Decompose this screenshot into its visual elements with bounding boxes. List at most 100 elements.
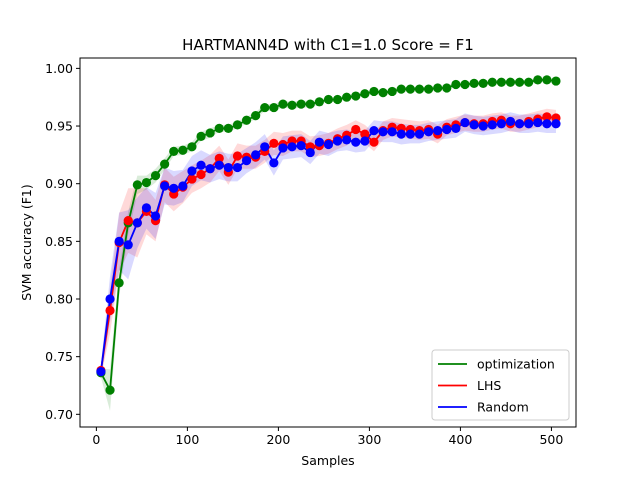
optimization-point [196,131,206,142]
lhs-point [187,174,197,184]
random-point [551,119,561,129]
random-point [332,136,343,146]
legend-box [431,349,570,421]
random-point [342,135,352,145]
random-point [269,158,279,168]
optimization-point [296,99,306,109]
optimization-point [305,99,315,109]
lhs-point [360,129,370,139]
random-point [105,294,115,304]
random-point [451,123,461,133]
optimization-point [141,177,152,188]
random-point [296,141,306,151]
chart-title: HARTMANN4D with C1=1.0 Score = F1 [182,36,474,54]
random-point [423,127,434,137]
optimization-point [323,94,334,105]
lhs-point [196,169,206,180]
optimization-point [451,79,461,90]
optimization-legend-label: optimization [477,357,555,372]
optimization-point [278,99,288,109]
optimization-point [132,180,142,190]
lhs-point [369,137,379,147]
random-point [314,137,324,147]
optimization-point [251,111,261,121]
lhs-band [100,108,556,378]
optimization-point [332,94,343,105]
random-point [96,367,106,377]
optimization-point [460,79,470,90]
lhs-legend-label: LHS [477,378,501,393]
lhs-point [269,138,279,148]
random-point [433,126,443,136]
x-tick-label: 500 [539,432,563,447]
random-point [524,119,534,129]
series-points [96,75,561,395]
optimization-point [260,102,270,113]
optimization-point [314,97,324,107]
optimization-point [487,77,497,87]
optimization-point [423,84,434,94]
optimization-point [387,86,397,97]
optimization-point [478,78,488,88]
lhs-point [214,153,224,163]
y-tick-label: 0.85 [45,234,73,249]
y-tick-label: 0.95 [45,119,73,134]
random-point [232,162,243,173]
random-point [378,127,388,137]
y-tick-label: 0.75 [45,349,73,364]
y-tick-label: 0.90 [45,176,73,191]
random-point [396,129,406,139]
random-point [169,183,179,193]
random-point [187,166,197,176]
random-point [160,181,170,191]
optimization-point [205,128,215,138]
lhs-point [105,305,115,316]
random-point [305,147,315,158]
optimization-point [232,120,243,130]
random-point [369,126,379,136]
optimization-point [369,86,379,97]
random-point [487,120,497,130]
optimization-point [342,92,352,102]
optimization-point [269,102,279,113]
x-axis-label: Samples [301,453,354,468]
random-point [150,211,161,221]
optimization-point [241,115,252,125]
random-point [514,119,525,129]
random-point [251,150,261,160]
random-point [205,164,215,174]
random-point [387,127,397,137]
random-point [360,136,370,146]
optimization-point [524,77,534,87]
optimization-point [214,123,224,133]
optimization-point [551,76,561,86]
optimization-point [160,159,170,169]
optimization-point [514,77,525,87]
random-point [278,143,288,153]
lhs-point [351,124,361,135]
optimization-point [433,83,443,93]
random-point [478,121,488,131]
y-tick-label: 1.00 [45,61,73,76]
optimization-point [469,78,479,88]
y-axis-ticks: 0.70 0.75 0.80 0.85 0.90 0.95 1.00 [45,61,80,422]
optimization-point [150,171,161,181]
random-point [542,119,552,129]
x-tick-label: 0 [92,432,100,447]
optimization-point [351,91,361,101]
random-legend-label: Random [477,400,529,415]
random-point [141,203,152,213]
optimization-point [178,145,188,155]
random-point [323,139,334,150]
random-point [287,142,297,152]
random-point [178,181,188,191]
random-point [223,162,233,173]
confidence-bands [100,77,556,411]
random-point [214,160,224,170]
random-point [460,117,470,128]
optimization-point [542,75,552,85]
optimization-point [187,142,197,152]
random-point [505,116,516,127]
random-point [414,129,425,139]
random-point [196,160,206,170]
